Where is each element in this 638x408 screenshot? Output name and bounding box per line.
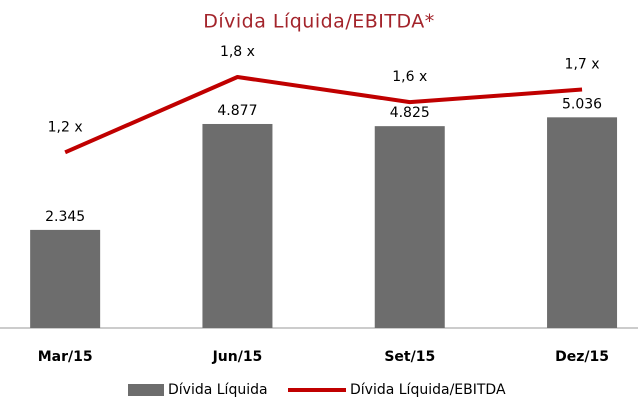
- legend-swatch: [128, 384, 164, 396]
- x-tick-label: Set/15: [384, 349, 435, 365]
- legend-label: Dívida Líquida: [168, 382, 268, 398]
- data-label: 1,8 x: [220, 44, 255, 60]
- x-tick-label: Dez/15: [555, 349, 609, 365]
- line: [64, 75, 583, 155]
- data-label: 2.345: [45, 209, 85, 225]
- data-label: 1,6 x: [392, 69, 427, 85]
- bar: [547, 117, 618, 328]
- data-label: 5.036: [562, 96, 602, 112]
- x-tick-label: Mar/15: [38, 349, 93, 365]
- chart-title: Dívida Líquida/EBITDA*: [203, 11, 435, 33]
- data-label: 4.877: [217, 103, 257, 119]
- data-label: 1,7 x: [565, 57, 600, 73]
- data-label: 1,2 x: [48, 119, 83, 135]
- bar: [374, 126, 445, 328]
- x-tick-label: Jun/15: [212, 349, 263, 365]
- data-label: 4.825: [390, 105, 430, 121]
- bar: [30, 229, 101, 328]
- bar: [202, 123, 273, 328]
- legend-label: Dívida Líquida/EBITDA: [350, 382, 506, 398]
